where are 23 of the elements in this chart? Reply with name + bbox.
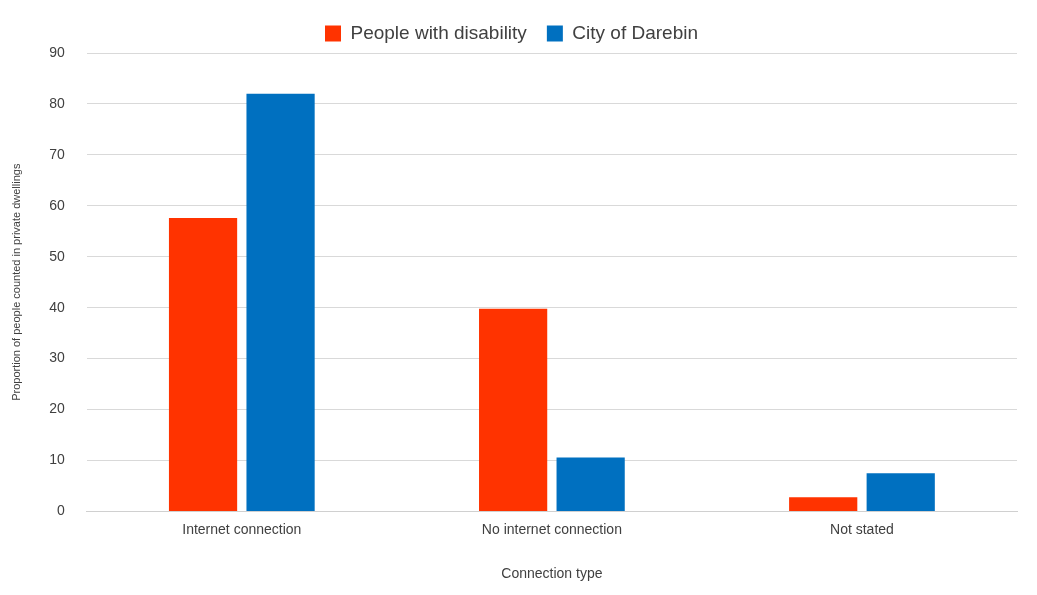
bar [866, 473, 935, 511]
bar [246, 93, 315, 511]
x-tick-label: Internet connection [182, 520, 302, 537]
y-tick-label: 0 [56, 502, 65, 519]
y-tick-label: 40 [49, 298, 65, 315]
y-tick-label: 60 [49, 196, 65, 213]
y-axis-title: Proportion of people counted in private dwellings [9, 163, 22, 401]
y-tick-label: 20 [49, 400, 65, 417]
y-tick-label: 90 [49, 43, 65, 60]
x-tick-label: No internet connection [481, 520, 622, 537]
y-tick-label: 10 [49, 451, 65, 468]
x-axis-title: Connection type [501, 565, 603, 582]
x-tick-label: Not stated [830, 520, 894, 537]
bar [168, 218, 238, 511]
bar [556, 457, 625, 511]
bar [789, 497, 858, 511]
y-tick-label: 80 [49, 94, 65, 111]
bar [479, 308, 548, 511]
y-tick-label: 70 [49, 145, 65, 162]
y-tick-label: 50 [49, 247, 65, 264]
legend-label: City of Darebin [572, 21, 699, 43]
legend-label: People with disability [350, 21, 528, 43]
y-tick-label: 30 [49, 349, 65, 366]
